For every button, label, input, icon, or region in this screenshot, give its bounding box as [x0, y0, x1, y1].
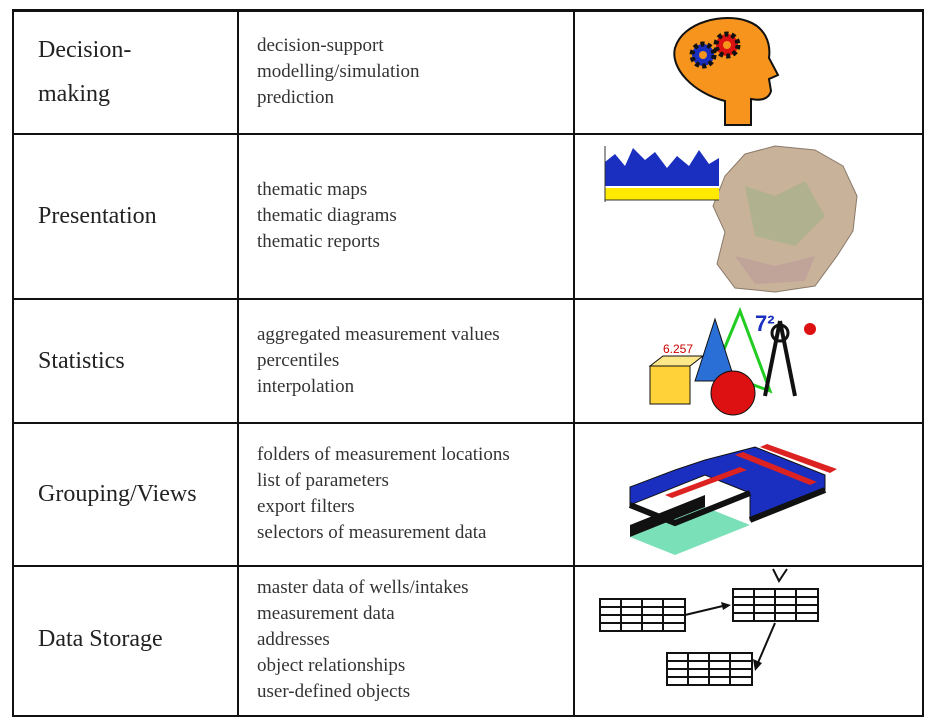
category: Grouping/Views — [38, 481, 197, 507]
head-icon — [673, 16, 780, 126]
tables-diagram-icon — [599, 567, 819, 686]
item-list: aggregated measurement values percentile… — [239, 322, 573, 400]
item: object relationships — [257, 654, 406, 676]
item: addresses — [257, 628, 330, 650]
feature-table: Decision-making decision-support modelli… — [12, 9, 924, 717]
item: interpolation — [257, 375, 355, 397]
item-list: thematic maps thematic diagrams thematic… — [239, 177, 573, 255]
item-list: folders of measurement locations list of… — [239, 442, 573, 546]
table-row: Decision-making decision-support modelli… — [12, 9, 924, 135]
item: prediction — [257, 87, 335, 109]
math-icon: 6.257 7² — [648, 306, 816, 415]
item-list: decision-support modelling/simulation pr… — [239, 33, 573, 111]
table-row: Presentation thematic maps thematic diag… — [12, 132, 924, 300]
category: Statistics — [38, 347, 125, 374]
table-row: Grouping/Views folders of measurement lo… — [12, 421, 924, 567]
item-list: master data of wells/intakes measurement… — [239, 575, 573, 705]
item: aggregated measurement values — [257, 323, 500, 345]
table-row: Statistics aggregated measurement values… — [12, 297, 924, 424]
item: thematic diagrams — [257, 205, 397, 226]
category: Presentation — [38, 203, 157, 229]
item: measurement data — [257, 602, 395, 624]
item: modelling/simulation — [257, 61, 420, 83]
table-row: Data Storage master data of wells/intake… — [12, 564, 924, 717]
map-chart-icon — [604, 144, 858, 293]
item: export filters — [257, 496, 355, 517]
item: folders of measurement locations — [257, 444, 510, 465]
item: thematic maps — [257, 179, 368, 200]
item: master data of wells/intakes — [257, 576, 469, 598]
svg-text:6.257: 6.257 — [663, 342, 693, 356]
item: decision-support — [257, 35, 384, 57]
category: Decision-making — [38, 37, 132, 108]
item: percentiles — [257, 349, 340, 371]
item: list of parameters — [257, 470, 389, 491]
item: thematic reports — [257, 231, 380, 252]
item: user-defined objects — [257, 680, 411, 702]
page: Decision-making decision-support modelli… — [12, 9, 924, 717]
item: selectors of measurement data — [257, 522, 487, 543]
layers-icon — [628, 443, 837, 555]
svg-text:7²: 7² — [755, 311, 775, 336]
category: Data Storage — [38, 625, 163, 652]
